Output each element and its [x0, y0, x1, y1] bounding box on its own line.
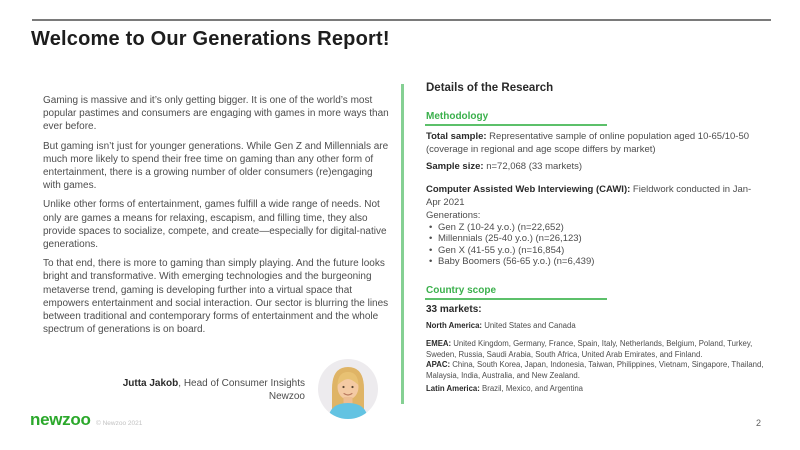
- total-sample-label: Total sample:: [426, 131, 487, 142]
- bullet-icon: •: [429, 256, 433, 268]
- methodology-underline: [425, 124, 607, 126]
- sample-size-item: Sample size: n=72,068 (33 markets): [426, 160, 760, 173]
- region-apac: APAC: China, South Korea, Japan, Indones…: [426, 360, 778, 381]
- page-title: Welcome to Our Generations Report!: [31, 28, 390, 50]
- cawi-item: Computer Assisted Web Interviewing (CAWI…: [426, 183, 760, 209]
- generations-label: Generations:: [426, 210, 481, 221]
- page-number: 2: [756, 418, 762, 428]
- generation-text: Gen X (41-55 y.o.) (n=16,854): [438, 244, 565, 256]
- region-countries: United Kingdom, Germany, France, Spain, …: [426, 339, 753, 359]
- region-countries: Brazil, Mexico, and Argentina: [479, 384, 584, 393]
- generation-item: • Gen Z (10-24 y.o.) (n=22,652): [426, 222, 760, 233]
- generation-item: • Gen X (41-55 y.o.) (n=16,854): [426, 245, 760, 256]
- region-label: APAC:: [426, 360, 451, 369]
- total-sample-item: Total sample: Representative sample of o…: [426, 130, 760, 156]
- intro-paragraph: Unlike other forms of entertainment, gam…: [43, 199, 387, 251]
- region-emea: EMEA: United Kingdom, Germany, France, S…: [426, 339, 778, 360]
- intro-text-block: Gaming is massive and it’s only getting …: [43, 94, 391, 342]
- generation-text: Baby Boomers (56-65 y.o.) (n=6,439): [438, 256, 595, 268]
- presenter-avatar: [318, 359, 378, 419]
- intro-paragraph: Gaming is massive and it’s only getting …: [43, 95, 389, 133]
- author-company: Newzoo: [268, 391, 305, 402]
- generation-item: • Millennials (25-40 y.o.) (n=26,123): [426, 233, 760, 244]
- region-label: EMEA:: [426, 339, 452, 348]
- author-line: Jutta Jakob, Head of Consumer Insights: [45, 377, 305, 390]
- bullet-icon: •: [429, 222, 433, 233]
- cawi-label: Computer Assisted Web Interviewing (CAWI…: [426, 184, 631, 195]
- region-label: Latin America:: [426, 384, 480, 393]
- region-north-america: North America: United States and Canada: [426, 321, 778, 332]
- generation-item: • Baby Boomers (56-65 y.o.) (n=6,439): [426, 256, 760, 267]
- generations-list: • Gen Z (10-24 y.o.) (n=22,652) • Millenni…: [426, 222, 760, 268]
- column-divider: [401, 84, 404, 404]
- intro-paragraph: To that end, there is more to gaming tha…: [43, 258, 389, 336]
- region-label: North America:: [426, 321, 483, 330]
- sample-size-text: n=72,068 (33 markets): [483, 161, 583, 172]
- newzoo-logo: newzoo: [30, 410, 91, 429]
- author-name: Jutta Jakob: [122, 378, 179, 389]
- author-role: , Head of Consumer Insights: [178, 378, 305, 389]
- sample-size-label: Sample size:: [426, 161, 484, 172]
- cawi-text: Fieldwork conducted in Jan-Apr 2021: [426, 184, 752, 208]
- country-scope-heading: Country scope: [426, 285, 497, 296]
- generation-text: Millennials (25-40 y.o.) (n=26,123): [438, 233, 582, 245]
- author-attribution: Jutta Jakob, Head of Consumer Insights N…: [45, 377, 305, 403]
- region-countries: China, South Korea, Japan, Indonesia, Ta…: [426, 360, 764, 380]
- bullet-icon: •: [429, 244, 433, 256]
- total-sample-text: Representative sample of online populati…: [426, 131, 750, 155]
- details-heading: Details of the Research: [426, 82, 554, 94]
- region-countries: United States and Canada: [482, 321, 576, 330]
- generation-text: Gen Z (10-24 y.o.) (n=22,652): [438, 222, 564, 233]
- methodology-heading: Methodology: [426, 111, 489, 122]
- country-scope-underline: [425, 298, 607, 300]
- markets-count-label: 33 markets:: [426, 304, 482, 315]
- top-divider-rule: [32, 19, 771, 21]
- bullet-icon: •: [429, 233, 433, 245]
- region-latin-america: Latin America: Brazil, Mexico, and Argen…: [426, 384, 778, 395]
- copyright-text: © Newzoo 2021: [96, 420, 143, 427]
- intro-paragraph: But gaming isn’t just for younger genera…: [43, 140, 389, 192]
